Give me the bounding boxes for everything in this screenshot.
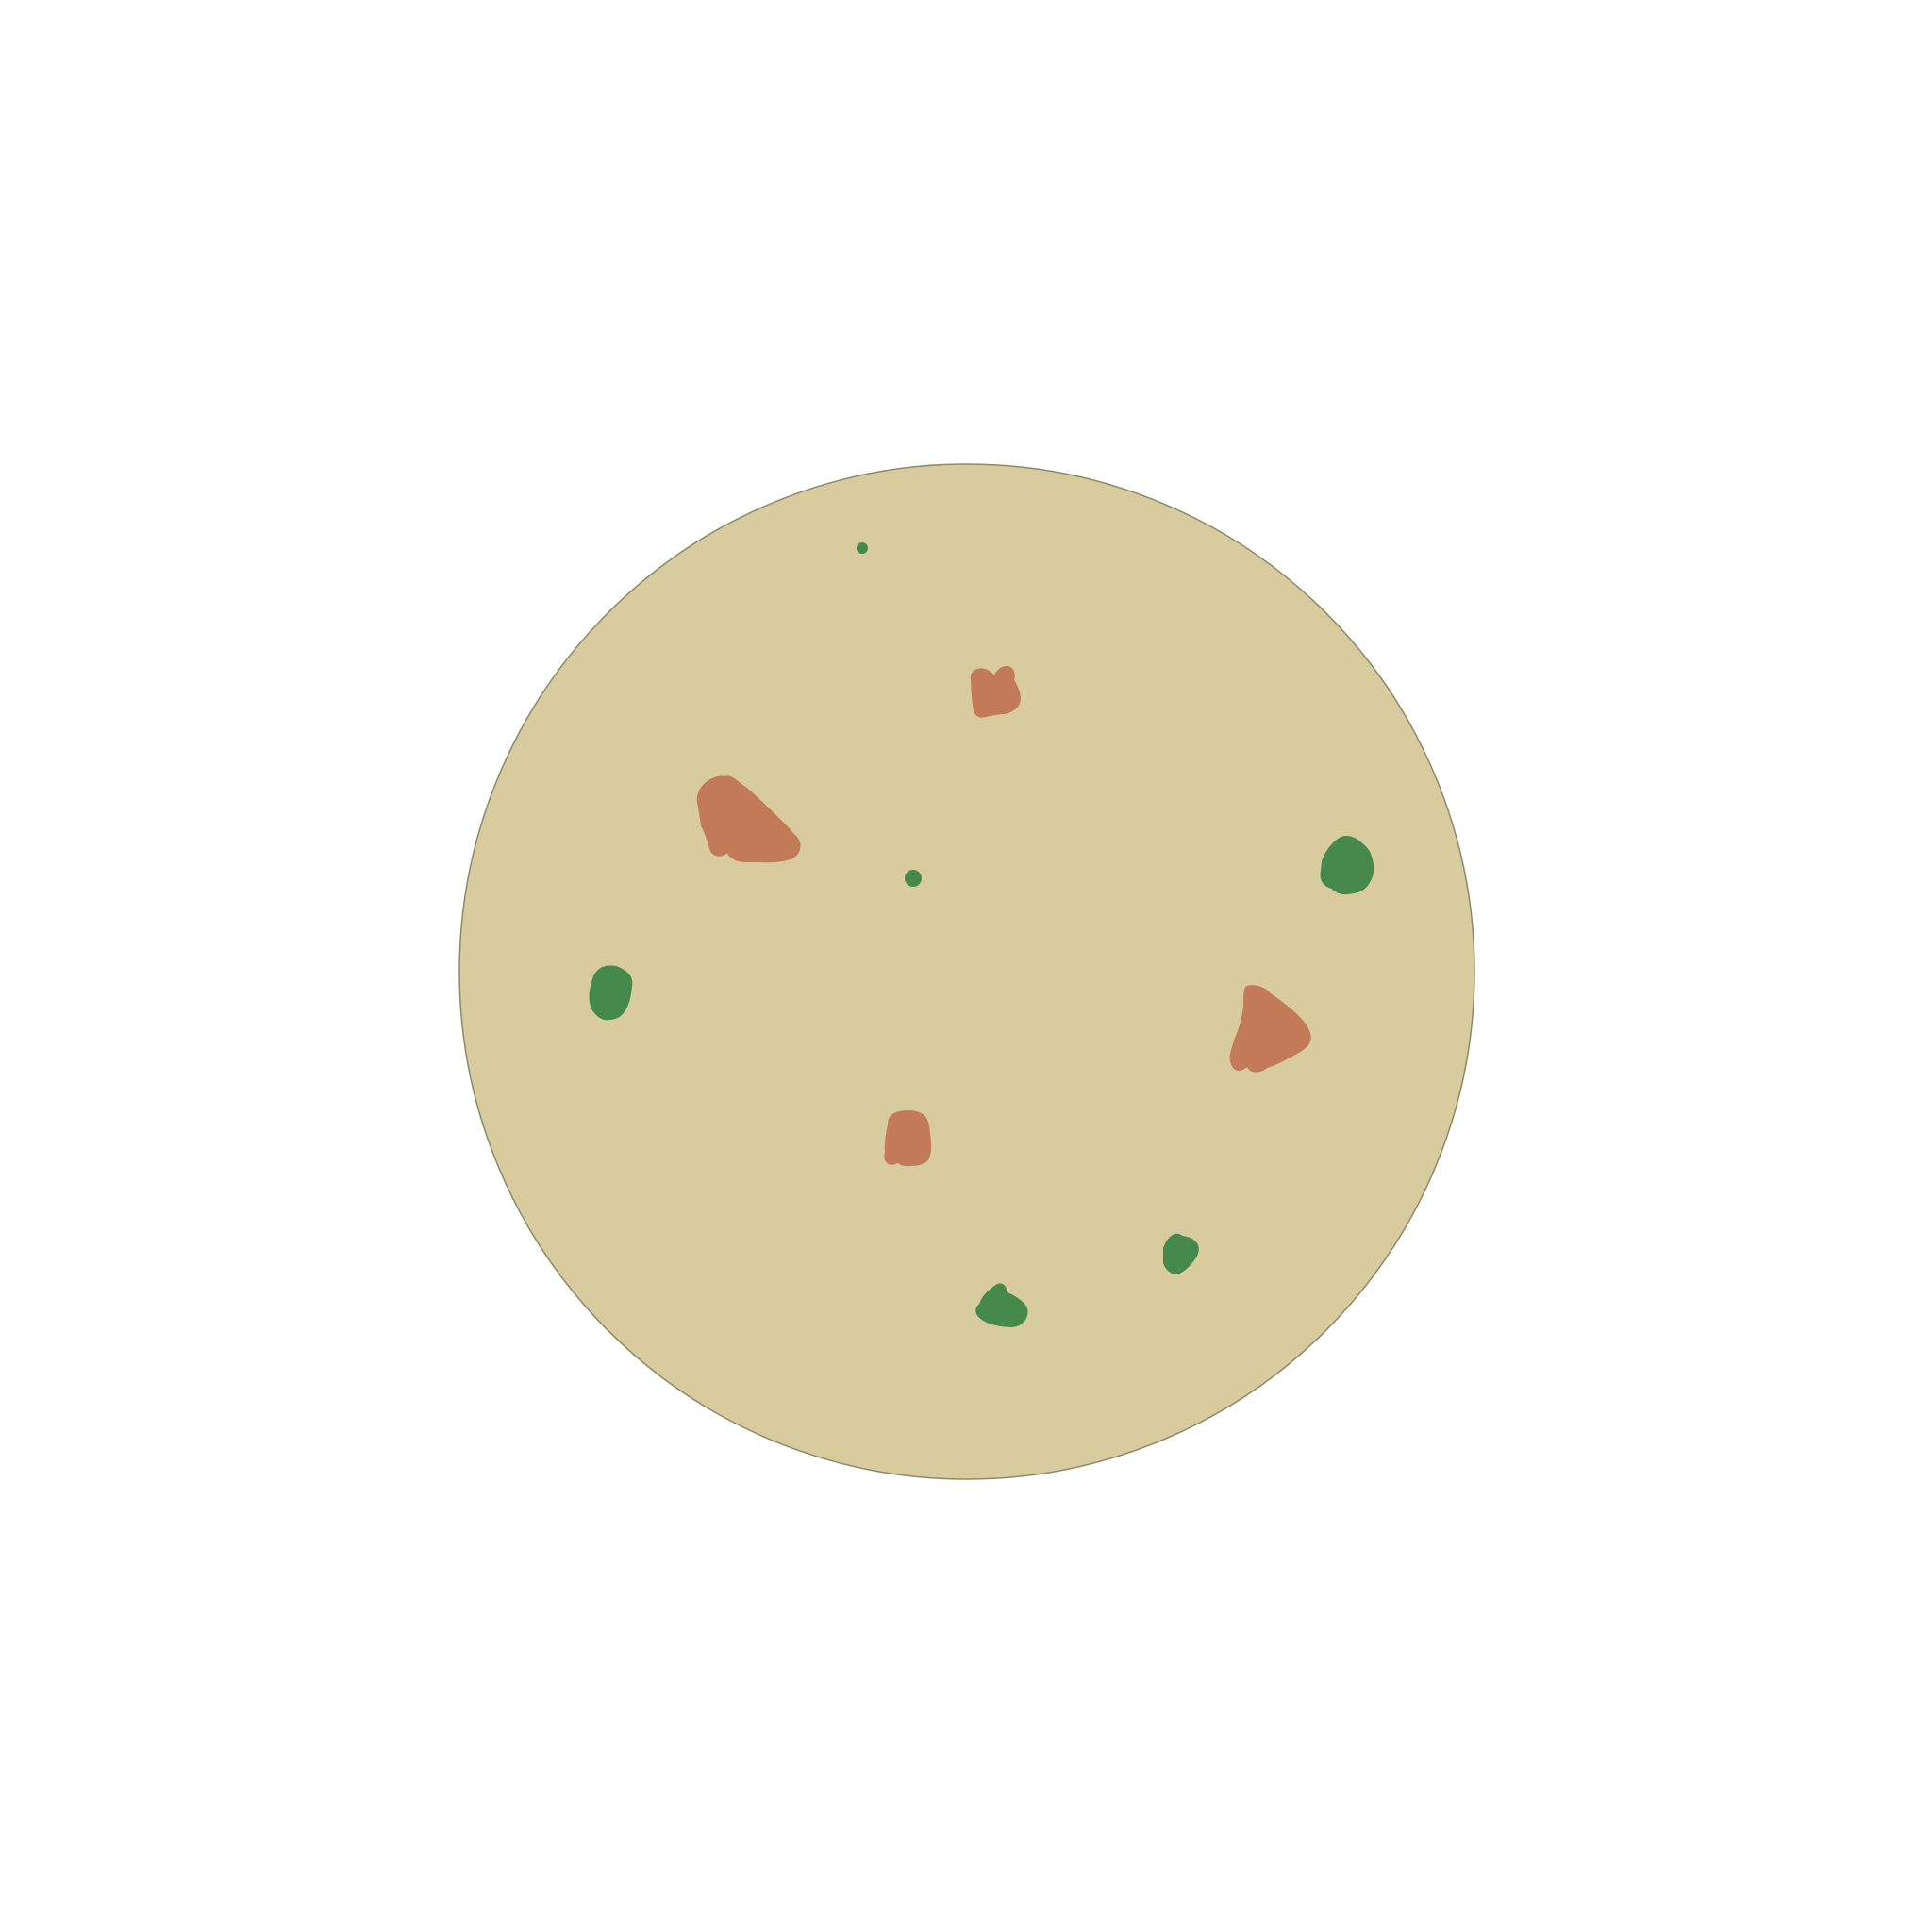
green-pepper-piece (589, 965, 633, 1021)
green-pepper-piece (1320, 836, 1374, 895)
pepperoni-piece (970, 666, 1021, 718)
green-pepper-piece (1163, 1233, 1199, 1274)
pepperoni-piece (1229, 985, 1311, 1073)
herb-speck (905, 870, 922, 887)
pizza-base (458, 463, 1475, 1480)
pepperoni-piece (696, 775, 801, 863)
herb-speck (857, 542, 868, 554)
pepperoni-piece (884, 1110, 932, 1166)
green-pepper-piece (975, 1283, 1028, 1327)
